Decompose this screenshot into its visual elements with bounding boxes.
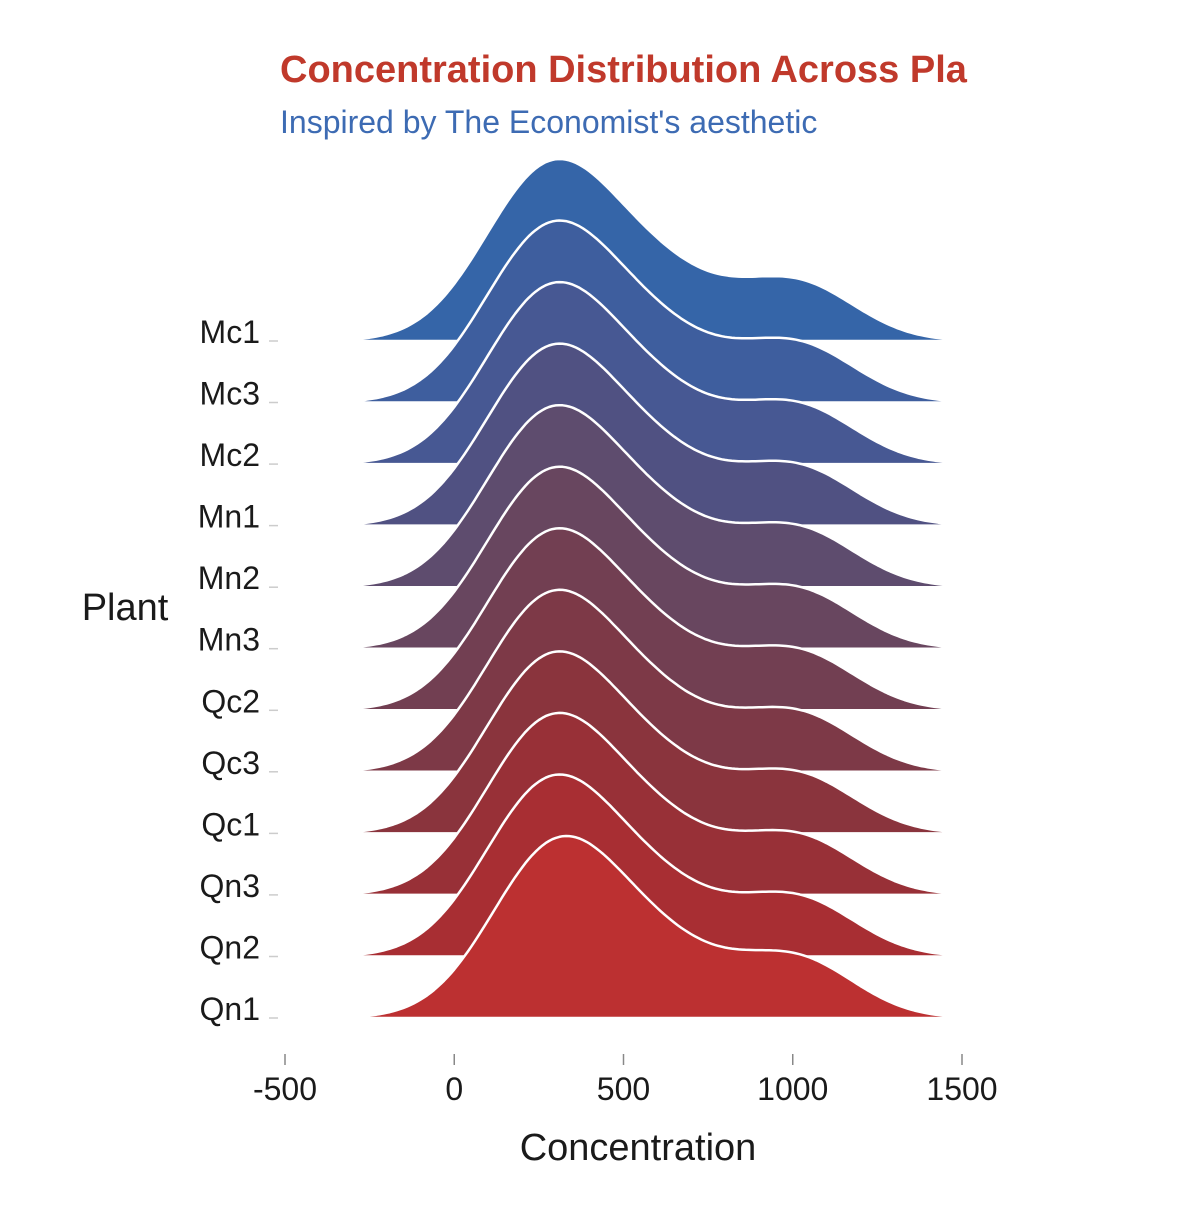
y-axis-ticks: Mc1 Mc3 Mc2 Mn1 Mn2 Mn3 Qc2 Qc3 Qc1 Qn3 Qn2 Qn1: [198, 314, 278, 1027]
y-tick-label: Mn3: [198, 622, 260, 658]
y-tick-label: Mn1: [198, 499, 260, 535]
x-tick-label: 1000: [757, 1071, 828, 1107]
x-axis: -500 0 500 1000 1500: [253, 1054, 998, 1107]
y-tick-label: Qn3: [200, 868, 260, 904]
ridges: [334, 157, 947, 1020]
y-tick-label: Qc1: [201, 806, 260, 842]
y-tick-label: Mn2: [198, 560, 260, 596]
y-tick-label: Qn1: [200, 991, 260, 1027]
ridge-qn1: [334, 834, 947, 1020]
x-tick-label: -500: [253, 1071, 317, 1107]
x-axis-title: Concentration: [520, 1127, 757, 1169]
y-axis-title: Plant: [82, 587, 169, 629]
x-tick-label: 500: [597, 1071, 650, 1107]
y-tick-label: Qc3: [201, 745, 260, 781]
x-tick-label: 1500: [926, 1071, 997, 1107]
ridge-qn2: [334, 773, 947, 958]
y-tick-label: Qn2: [200, 930, 260, 966]
y-tick-label: Qc2: [201, 683, 260, 719]
chart-subtitle: Inspired by The Economist's aesthetic: [280, 104, 817, 140]
x-tick-label: 0: [445, 1071, 463, 1107]
y-tick-label: Mc2: [200, 437, 260, 473]
chart-title: Concentration Distribution Across Pla: [280, 49, 968, 91]
y-tick-label: Mc3: [200, 376, 260, 412]
y-tick-label: Mc1: [200, 314, 260, 350]
